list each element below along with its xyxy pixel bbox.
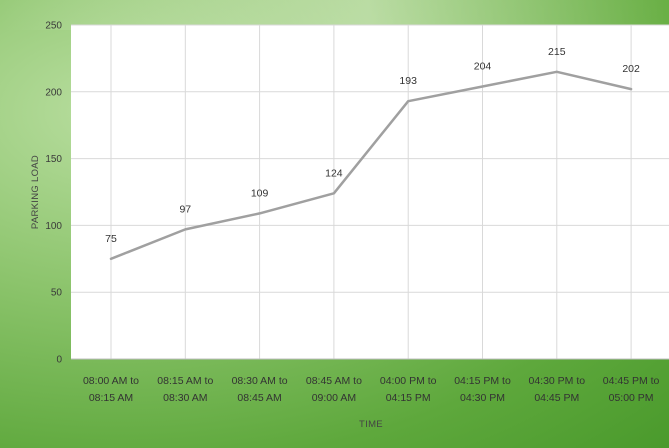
series-layer: [109, 70, 633, 261]
x-tick-label: 08:30 AM to 08:45 AM: [232, 375, 288, 404]
x-tick-label: 04:15 PM to 04:30 PM: [454, 375, 511, 404]
data-label: 202: [622, 63, 640, 75]
data-label: 193: [399, 75, 417, 87]
data-label: 75: [105, 233, 117, 245]
data-label: 124: [325, 167, 343, 179]
y-tick-label: 200: [45, 87, 62, 98]
data-label: 109: [251, 187, 269, 199]
y-tick-label: 50: [51, 288, 63, 299]
data-label: 97: [179, 203, 191, 215]
y-tick-label: 100: [45, 221, 62, 232]
y-axis-title: PARKING LOAD: [30, 155, 41, 229]
x-tick-label: 04:00 PM to 04:15 PM: [380, 375, 437, 404]
gridlines: [71, 24, 669, 360]
y-tick-label: 250: [45, 21, 62, 32]
x-axis-ticks: 08:00 AM to 08:15 AM 08:15 AM to 08:30 AM 08…: [83, 375, 660, 404]
y-tick-label: 0: [56, 355, 62, 366]
x-tick-label: 08:00 AM to 08:15 AM: [83, 375, 139, 404]
y-axis-ticks: 0 50 100 150 200 250: [45, 21, 62, 366]
plot-area: [71, 25, 669, 359]
x-tick-label: 04:45 PM to 05:00 PM: [603, 375, 660, 404]
data-labels: 75 97 109 124 193 204 215 202: [105, 46, 640, 245]
x-tick-label: 08:15 AM to 08:30 AM: [157, 375, 213, 404]
y-tick-label: 150: [45, 154, 62, 165]
data-label: 204: [474, 60, 492, 72]
data-label: 215: [548, 46, 566, 58]
x-tick-label: 04:30 PM to 04:45 PM: [528, 375, 585, 404]
x-axis-title: TIME: [359, 419, 383, 430]
series-line: [109, 70, 633, 261]
x-tick-label: 08:45 AM to 09:00 AM: [306, 375, 362, 404]
